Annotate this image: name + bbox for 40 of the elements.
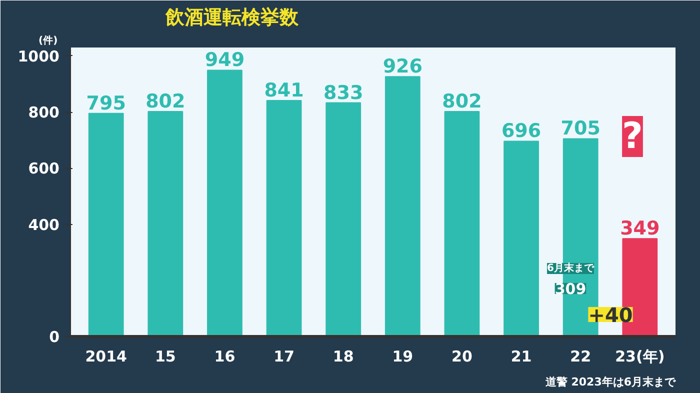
annotation: 309 [554, 280, 586, 298]
bar [266, 100, 302, 336]
x-tick-label: 17 [274, 348, 294, 366]
y-axis-title: (件) [38, 34, 58, 46]
bar [384, 76, 420, 336]
bar [444, 110, 480, 336]
x-tick-label: 20 [452, 348, 472, 366]
x-tick-label: 16 [214, 348, 236, 366]
x-tick-label: 22 [570, 348, 592, 366]
bar [88, 112, 124, 336]
data-label: 802 [442, 90, 482, 112]
text: 道警 2023年は6月末まで [544, 376, 676, 388]
data-label: 841 [264, 80, 304, 102]
y-tick-label: 600 [28, 160, 60, 178]
bar [207, 70, 242, 336]
y-tick-label: 0 [49, 328, 60, 346]
x-tick-label: 18 [332, 348, 354, 366]
y-tick-label: 400 [28, 216, 60, 234]
data-label: 926 [382, 56, 422, 78]
x-tick-label: 2014 [85, 348, 127, 366]
annotation: 6月末まで [547, 262, 595, 274]
x-tick-label: 19 [392, 348, 414, 366]
bar [148, 110, 184, 336]
y-tick-label: 1000 [18, 47, 60, 66]
data-label: 949 [204, 49, 245, 72]
data-label: 833 [324, 82, 364, 104]
annotation: ? [622, 116, 643, 157]
y-tick-label: 800 [28, 104, 60, 122]
x-tick-label: 15 [154, 348, 176, 366]
x-tick-label: 21 [510, 348, 532, 366]
data-label: 795 [86, 92, 126, 114]
chart-title: 飲酒運転検挙数 [164, 6, 300, 28]
annotation: +40 [588, 303, 633, 327]
x-tick-label: 23(年) [615, 348, 665, 366]
data-label: 705 [560, 118, 600, 140]
data-label: 696 [501, 120, 542, 142]
bar [504, 140, 539, 336]
data-label: 349 [620, 218, 660, 240]
data-label: 802 [146, 90, 186, 112]
bar [326, 102, 362, 336]
